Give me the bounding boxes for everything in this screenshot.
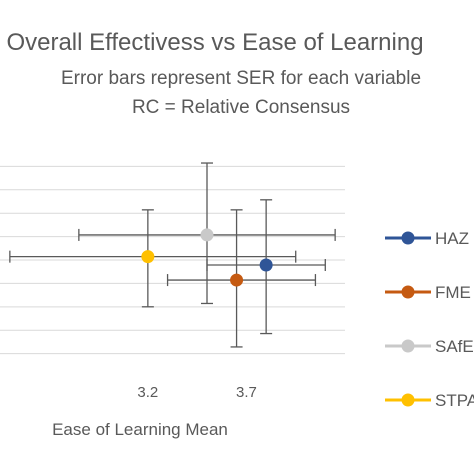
chart-subtitle-line-2: RC = Relative Consensus [132,97,350,118]
legend-label-fme: FME [435,283,471,302]
legend-marker-haz [401,231,415,245]
legend-item-safe: SAfE [385,337,474,356]
data-point-haz [259,258,273,272]
legend-label-safe: SAfE [435,337,474,356]
data-point-stpa [141,250,155,264]
data-point-safe [200,228,214,242]
data-points [141,228,273,287]
legend-marker-fme [401,285,415,299]
chart-title: Overall Effectivess vs Ease of Learning [6,29,423,56]
legend-label-stpa: STPA [435,391,474,410]
legend-label-haz: HAZ [435,229,469,248]
x-axis-tick-labels: 3.2 3.7 [137,384,256,401]
error-bars [9,162,336,348]
legend-marker-stpa [401,393,415,407]
legend-item-fme: FME [385,283,471,302]
legend-item-stpa: STPA [385,391,474,410]
x-tick-label: 3.2 [137,384,158,401]
legend-marker-safe [401,339,415,353]
legend: HAZ FME SAfE STPA [385,229,474,410]
data-point-fme [230,273,244,287]
gridlines [0,165,345,355]
legend-item-haz: HAZ [385,229,469,248]
x-axis-title: Ease of Learning Mean [52,420,228,439]
x-tick-label: 3.7 [236,384,257,401]
chart-subtitle-line-1: Error bars represent SER for each variab… [61,68,421,89]
